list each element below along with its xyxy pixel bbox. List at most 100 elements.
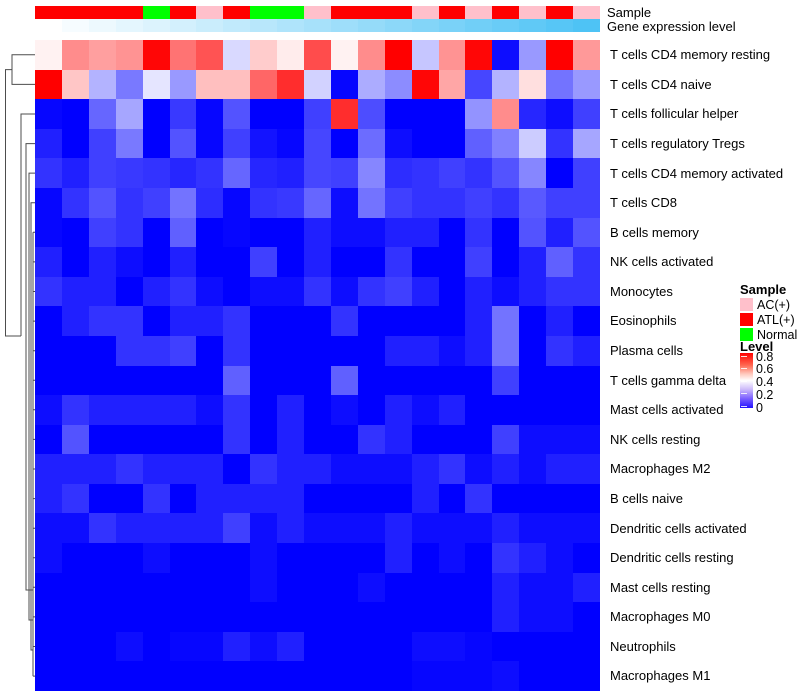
gene-annotation-cell [384, 19, 412, 32]
gene-annotation-cell [196, 19, 224, 32]
heatmap-cell [519, 306, 547, 336]
heatmap-cell [492, 631, 520, 662]
heatmap-cell [384, 454, 412, 484]
heatmap-cell [546, 69, 574, 100]
gene-annotation-cell [304, 19, 331, 32]
heatmap-cell [384, 158, 412, 188]
heatmap-cell [492, 128, 520, 159]
heatmap-cell [357, 276, 385, 307]
heatmap-cell [277, 335, 305, 366]
heatmap-cell [465, 543, 493, 573]
heatmap-cell [250, 513, 278, 544]
heatmap-cell [115, 483, 143, 514]
legend-item: ATL(+) [740, 313, 795, 327]
heatmap-cell [438, 69, 466, 100]
heatmap-cell [250, 543, 278, 573]
heatmap-cell [304, 572, 331, 603]
heatmap-cell [196, 187, 224, 218]
heatmap-cell [546, 217, 574, 248]
heatmap-cell [142, 454, 170, 484]
gene-annotation-cell [223, 19, 251, 32]
heatmap-cell [573, 158, 600, 188]
heatmap-cell [196, 661, 224, 691]
heatmap-cell [330, 187, 358, 218]
heatmap-cell [196, 395, 224, 425]
heatmap-cell [573, 335, 600, 366]
heatmap-cell [250, 631, 278, 662]
heatmap-cell [196, 276, 224, 307]
heatmap-cell [115, 247, 143, 277]
heatmap-cell [465, 247, 493, 277]
heatmap-cell [438, 483, 466, 514]
heatmap-cell [357, 661, 385, 691]
heatmap-cell [357, 365, 385, 396]
heatmap-cell [142, 69, 170, 100]
heatmap-cell [88, 602, 116, 632]
legend-item: AC(+) [740, 298, 790, 312]
heatmap-cell [546, 483, 574, 514]
heatmap-cell [115, 454, 143, 484]
heatmap-cell [169, 306, 197, 336]
heatmap-cell [35, 276, 62, 307]
heatmap-cell [519, 40, 547, 70]
heatmap-cell [35, 631, 62, 662]
heatmap-cell [277, 69, 305, 100]
heatmap-cell [169, 69, 197, 100]
heatmap-cell [115, 40, 143, 70]
heatmap-cell [61, 158, 89, 188]
heatmap-cell [304, 335, 331, 366]
heatmap-cell [277, 454, 305, 484]
heatmap-cell [277, 483, 305, 514]
heatmap-cell [357, 454, 385, 484]
heatmap-cell [384, 483, 412, 514]
gene-annotation-cell [492, 19, 520, 32]
heatmap-cell [277, 128, 305, 159]
heatmap-cell [492, 513, 520, 544]
heatmap-cell [519, 543, 547, 573]
heatmap-cell [304, 395, 331, 425]
heatmap-cell [438, 602, 466, 632]
heatmap-cell [142, 572, 170, 603]
heatmap-cell [519, 602, 547, 632]
heatmap-cell [411, 631, 439, 662]
heatmap-cell [115, 69, 143, 100]
heatmap-cell [330, 158, 358, 188]
heatmap-cell [411, 483, 439, 514]
heatmap-cell [573, 483, 600, 514]
heatmap-cell [465, 661, 493, 691]
row-label: NK cells activated [610, 254, 714, 270]
heatmap-cell [492, 247, 520, 277]
row-label: Monocytes [610, 283, 673, 299]
heatmap-cell [250, 572, 278, 603]
gene-annotation-cell [277, 19, 305, 32]
heatmap-cell [115, 513, 143, 544]
heatmap-cell [88, 395, 116, 425]
heatmap-cell [573, 187, 600, 218]
heatmap-cell [142, 335, 170, 366]
level-tick [741, 356, 747, 357]
heatmap-cell [142, 187, 170, 218]
row-label-column: T cells CD4 memory resting T cells CD4 na… [610, 40, 800, 691]
heatmap-cell [304, 661, 331, 691]
heatmap-cell [465, 572, 493, 603]
heatmap-cell [357, 99, 385, 129]
heatmap-cell [223, 513, 251, 544]
legend-level-title: Level [740, 339, 774, 354]
heatmap-cell [438, 513, 466, 544]
heatmap-cell [169, 128, 197, 159]
heatmap-cell [115, 276, 143, 307]
heatmap-cell [115, 158, 143, 188]
heatmap-cell [169, 543, 197, 573]
sample-annotation-cell [519, 6, 547, 19]
row-label: T cells CD4 memory activated [610, 165, 784, 181]
heatmap-cell [330, 661, 358, 691]
heatmap-cell [384, 335, 412, 366]
heatmap-cell [223, 454, 251, 484]
heatmap-cell [61, 631, 89, 662]
heatmap-cell [169, 631, 197, 662]
heatmap-cell [492, 424, 520, 455]
heatmap-cell [35, 306, 62, 336]
heatmap-cell [384, 602, 412, 632]
heatmap-cell [277, 99, 305, 129]
